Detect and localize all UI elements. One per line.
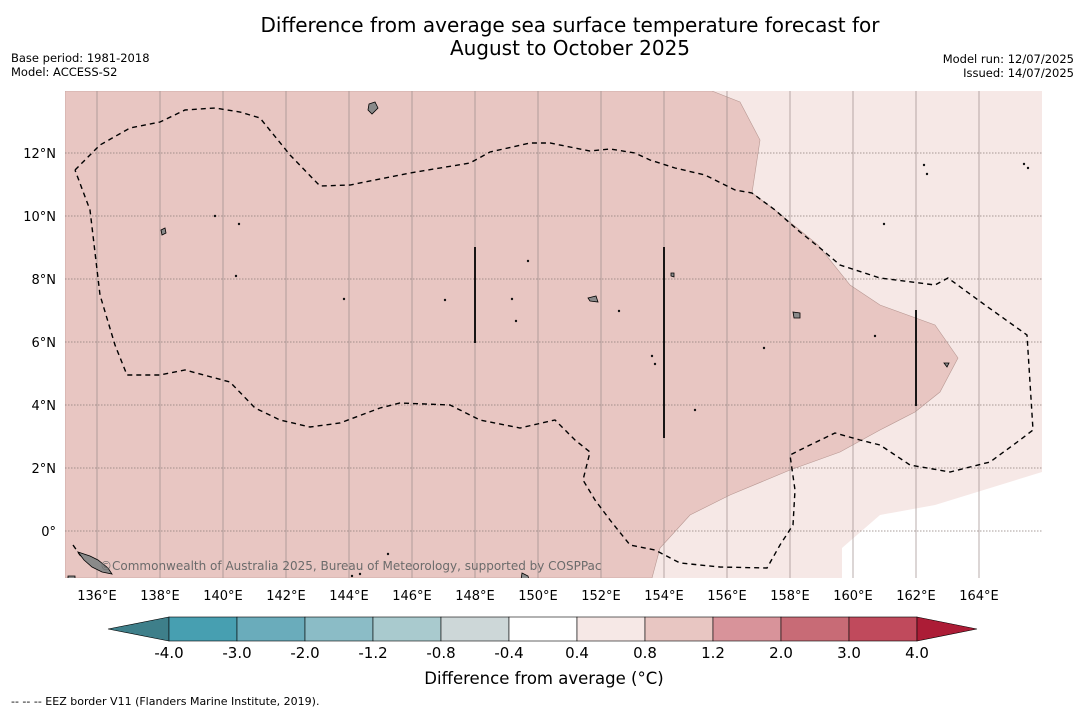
colorbar-tick-label: 4.0 xyxy=(905,644,929,662)
lon-label: 162°E xyxy=(896,589,936,604)
lon-label: 164°E xyxy=(959,589,999,604)
colorbar-tick-label: 2.0 xyxy=(769,644,793,662)
colorbar-under-arrow xyxy=(107,616,170,642)
map-title-line-2: August to October 2025 xyxy=(449,36,691,60)
colorbar-tick-label: 3.0 xyxy=(837,644,861,662)
lat-label: 2°N xyxy=(32,462,57,477)
lon-label: 156°E xyxy=(707,589,747,604)
lon-label: 152°E xyxy=(581,589,621,604)
lon-label: 150°E xyxy=(518,589,558,604)
lat-label: 4°N xyxy=(32,399,57,414)
model-name: Model: ACCESS-S2 xyxy=(11,65,118,79)
latitude-labels: 12°N 10°N 8°N 6°N 4°N 2°N 0° xyxy=(23,147,56,540)
lat-label: 0° xyxy=(41,525,56,540)
colorbar-cells xyxy=(168,616,918,642)
longitude-labels: 136°E 138°E 140°E 142°E 144°E 146°E 148°… xyxy=(77,589,999,604)
map-title: Difference from average sea surface temp… xyxy=(170,14,970,60)
colorbar-cell xyxy=(712,616,782,642)
colorbar-cell xyxy=(440,616,510,642)
colorbar-cell xyxy=(168,616,238,642)
colorbar-cell xyxy=(236,616,306,642)
lat-label: 10°N xyxy=(23,210,56,225)
colorbar-cell xyxy=(508,616,578,642)
colorbar-cell xyxy=(780,616,850,642)
colorbar-cell xyxy=(848,616,918,642)
lon-label: 136°E xyxy=(77,589,117,604)
colorbar-ticks: -4.0 -3.0 -2.0 -1.2 -0.8 -0.4 0.4 0.8 1.2 2.0 3.0 4… xyxy=(154,644,929,662)
lon-label: 146°E xyxy=(392,589,432,604)
colorbar-over-arrow xyxy=(916,616,978,642)
colorbar-cell xyxy=(576,616,646,642)
colorbar: -4.0 -3.0 -2.0 -1.2 -0.8 -0.4 0.4 0.8 1.2 2.0 3.0 4… xyxy=(107,616,978,662)
meta-right: Model run: 12/07/2025 Issued: 14/07/2025 xyxy=(943,52,1074,80)
lon-label: 138°E xyxy=(140,589,180,604)
model-run: Model run: 12/07/2025 xyxy=(942,52,1074,66)
issued-date: Issued: 14/07/2025 xyxy=(963,66,1074,80)
colorbar-tick-label: -2.0 xyxy=(290,644,319,662)
lon-label: 148°E xyxy=(455,589,495,604)
colorbar-tick-label: 0.4 xyxy=(565,644,589,662)
lon-label: 140°E xyxy=(203,589,243,604)
colorbar-tick-label: -0.8 xyxy=(426,644,455,662)
copyright-credit: ©Commonwealth of Australia 2025, Bureau … xyxy=(100,559,602,573)
colorbar-tick-label: -3.0 xyxy=(222,644,251,662)
base-period: Base period: 1981-2018 xyxy=(11,51,150,65)
colorbar-label: Difference from average (°C) xyxy=(424,669,664,688)
colorbar-tick-label: 1.2 xyxy=(701,644,725,662)
lon-label: 160°E xyxy=(833,589,873,604)
latitude-gridlines xyxy=(65,152,1042,532)
meta-left: Base period: 1981-2018 Model: ACCESS-S2 xyxy=(11,51,150,79)
colorbar-tick-label: -0.4 xyxy=(494,644,523,662)
lat-label: 6°N xyxy=(32,336,57,351)
map-title-line-1: Difference from average sea surface temp… xyxy=(260,13,880,37)
colorbar-tick-label: -4.0 xyxy=(154,644,183,662)
eez-legend-note: -- -- -- EEZ border V11 (Flanders Marine… xyxy=(11,695,320,708)
anomaly-medium-region xyxy=(65,91,959,578)
lon-label: 142°E xyxy=(266,589,306,604)
anomaly-neutral-region xyxy=(842,472,1042,578)
map-panel: ©Commonwealth of Australia 2025, Bureau … xyxy=(65,91,1042,578)
islands xyxy=(67,101,1030,578)
colorbar-cell xyxy=(372,616,442,642)
lat-label: 8°N xyxy=(32,273,57,288)
lat-label: 12°N xyxy=(23,147,56,162)
lon-label: 154°E xyxy=(644,589,684,604)
marker-lines xyxy=(474,247,917,438)
lon-label: 144°E xyxy=(329,589,369,604)
colorbar-tick-label: -1.2 xyxy=(358,644,387,662)
colorbar-cell xyxy=(644,616,714,642)
colorbar-cell xyxy=(304,616,374,642)
lon-label: 158°E xyxy=(770,589,810,604)
colorbar-tick-label: 0.8 xyxy=(633,644,657,662)
